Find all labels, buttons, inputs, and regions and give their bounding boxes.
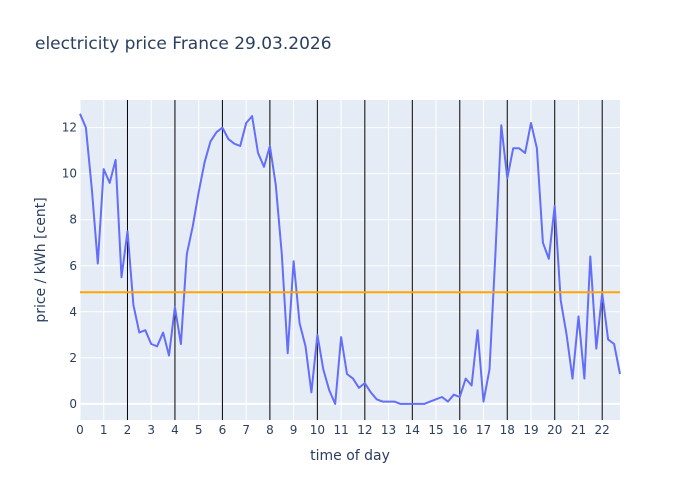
x-tick-label: 1	[100, 423, 108, 437]
x-tick-label: 20	[547, 423, 562, 437]
x-tick-label: 7	[242, 423, 250, 437]
price-series-line	[79, 113, 621, 405]
x-tick-label: 5	[195, 423, 203, 437]
chart-title: electricity price France 29.03.2026	[35, 34, 332, 54]
x-tick-label: 6	[219, 423, 227, 437]
x-tick-label: 18	[500, 423, 515, 437]
y-tick-label: 0	[69, 397, 77, 411]
x-tick-label: 3	[147, 423, 155, 437]
x-tick-label: 22	[595, 423, 610, 437]
x-tick-label: 15	[428, 423, 443, 437]
x-tick-label: 4	[171, 423, 179, 437]
x-tick-label: 17	[476, 423, 491, 437]
x-tick-label: 10	[310, 423, 325, 437]
x-tick-label: 12	[357, 423, 372, 437]
x-tick-label: 11	[333, 423, 348, 437]
x-tick-label: 14	[405, 423, 420, 437]
x-tick-label: 0	[76, 423, 84, 437]
x-tick-label: 19	[523, 423, 538, 437]
y-tick-label: 12	[62, 121, 77, 135]
x-tick-label: 16	[452, 423, 467, 437]
x-tick-label: 13	[381, 423, 396, 437]
x-tick-label: 8	[266, 423, 274, 437]
x-tick-label: 9	[290, 423, 298, 437]
y-tick-label: 2	[69, 351, 77, 365]
y-tick-label: 8	[69, 213, 77, 227]
y-tick-label: 10	[62, 167, 77, 181]
y-tick-label: 4	[69, 305, 77, 319]
y-axis-title: price / kWh [cent]	[33, 197, 49, 322]
y-tick-label: 6	[69, 259, 77, 273]
x-axis-title: time of day	[310, 448, 390, 464]
x-tick-label: 21	[571, 423, 586, 437]
plot-area	[80, 100, 620, 420]
x-tick-label: 2	[124, 423, 132, 437]
